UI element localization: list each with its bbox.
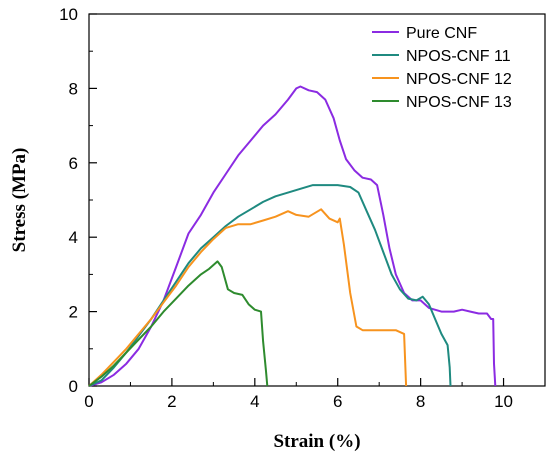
- x-axis: 0 2 4 6 8 10: [84, 378, 513, 411]
- x-tick-label: 2: [167, 392, 176, 411]
- series-line-1: [88, 85, 497, 387]
- y-tick-label: 6: [69, 154, 78, 173]
- y-tick-label: 0: [69, 377, 78, 396]
- legend-label: Pure CNF: [406, 25, 477, 42]
- y-axis: 0 2 4 6 8 10: [59, 5, 97, 396]
- series-line-4: [88, 260, 269, 387]
- y-tick-label: 4: [69, 228, 78, 247]
- plot-area: [88, 13, 546, 387]
- x-tick-label: 4: [250, 392, 259, 411]
- y-tick-label: 8: [69, 79, 78, 98]
- legend-label: NPOS-CNF 13: [406, 94, 512, 111]
- x-axis-title: Strain (%): [273, 431, 360, 452]
- x-tick-label: 10: [494, 392, 513, 411]
- x-tick-label: 6: [333, 392, 342, 411]
- legend: Pure CNF NPOS-CNF 11 NPOS-CNF 12 NPOS-CNF 1…: [372, 25, 512, 111]
- x-tick-label: 0: [84, 392, 93, 411]
- y-axis-title: Stress (MPa): [9, 148, 30, 253]
- legend-label: NPOS-CNF 11: [406, 48, 511, 65]
- y-tick-label: 2: [69, 303, 78, 322]
- x-tick-label: 8: [416, 392, 425, 411]
- plot-frame: [88, 13, 546, 387]
- legend-label: NPOS-CNF 12: [406, 71, 512, 88]
- y-tick-label: 10: [59, 5, 78, 24]
- series-layer: [88, 85, 497, 387]
- series-line-3: [88, 208, 408, 387]
- series-line-2: [88, 184, 452, 387]
